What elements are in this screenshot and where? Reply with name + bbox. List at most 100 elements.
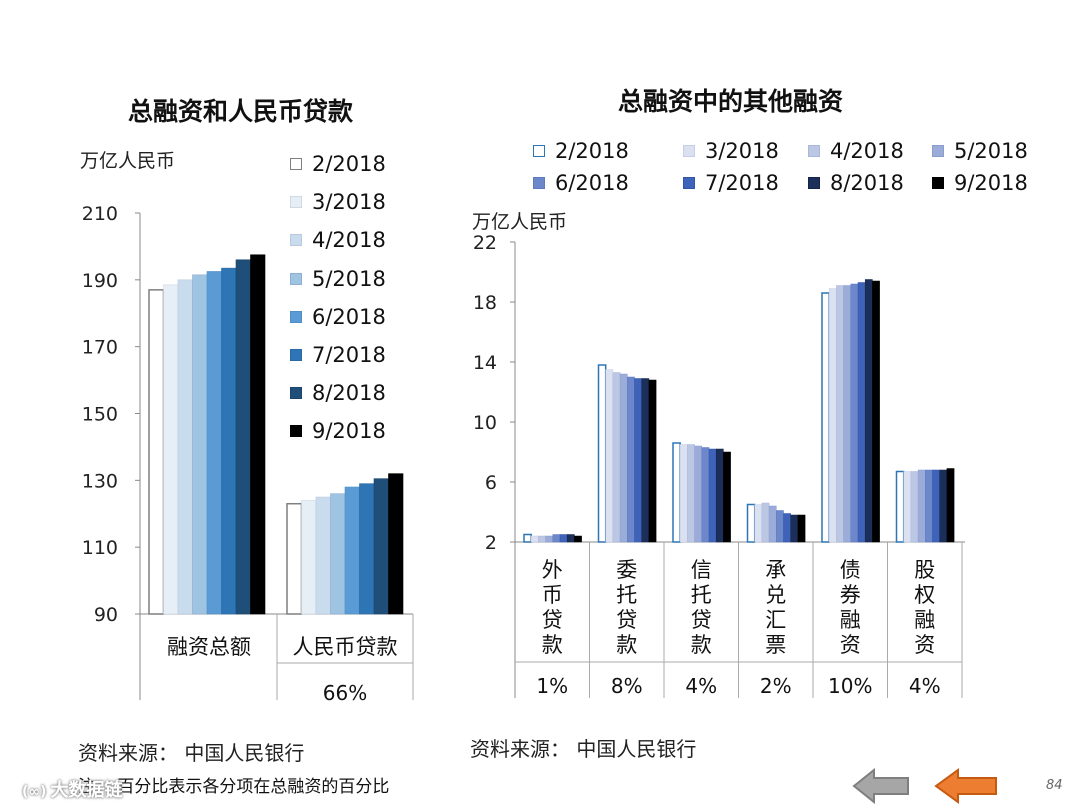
right-bar xyxy=(708,448,717,543)
left-category-label: 人民币贷款 xyxy=(293,635,398,659)
right-bar xyxy=(746,503,756,543)
right-category-percent: 4% xyxy=(685,674,717,698)
right-bar xyxy=(864,279,873,543)
right-category-percent: 4% xyxy=(909,674,941,698)
watermark-text: 大数据链 xyxy=(50,780,123,801)
left-bar xyxy=(250,254,266,615)
left-chart-title: 总融资和人民币贷款 xyxy=(128,97,354,126)
legend-swatch xyxy=(290,387,302,400)
right-bar xyxy=(679,444,688,543)
right-bar xyxy=(836,285,844,543)
right-legend-item: 8/2018 xyxy=(808,171,904,195)
right-legend-item: 4/2018 xyxy=(808,139,904,163)
right-bar xyxy=(783,513,791,543)
left-bar xyxy=(221,267,237,615)
right-bar xyxy=(910,471,919,543)
left-y-tick-label: 130 xyxy=(82,470,118,492)
right-legend-item: 2/2018 xyxy=(533,139,629,163)
legend-swatch xyxy=(683,145,695,157)
left-bar xyxy=(359,483,375,615)
right-y-tick-label: 6 xyxy=(485,472,497,494)
legend-label: 2/2018 xyxy=(555,139,629,163)
watermark: (∞) 大数据链 xyxy=(22,776,122,802)
right-category-label: 委托贷款 xyxy=(616,558,637,657)
right-category-percent: 1% xyxy=(536,674,568,698)
legend-swatch xyxy=(290,425,302,438)
left-legend-item: 7/2018 xyxy=(290,343,386,367)
left-legend-item: 8/2018 xyxy=(290,381,386,405)
left-bar xyxy=(206,271,222,615)
right-legend-item: 6/2018 xyxy=(533,171,629,195)
right-bar xyxy=(761,502,770,543)
right-bar xyxy=(648,379,657,543)
legend-label: 3/2018 xyxy=(312,190,386,215)
left-category-percent: 66% xyxy=(323,681,367,705)
legend-swatch xyxy=(808,145,820,157)
right-bar xyxy=(917,469,926,543)
legend-swatch xyxy=(290,349,302,361)
right-legend-item: 7/2018 xyxy=(683,171,779,195)
left-y-tick-label: 150 xyxy=(82,404,118,426)
legend-label: 3/2018 xyxy=(705,139,779,163)
legend-swatch xyxy=(683,177,695,189)
right-source: 资料来源： 中国人民银行 xyxy=(470,737,697,761)
right-category-label: 股权融资 xyxy=(914,558,935,657)
left-bar xyxy=(177,279,193,615)
left-y-tick-label: 170 xyxy=(82,337,118,359)
back-button[interactable] xyxy=(852,766,912,806)
next-button[interactable] xyxy=(934,766,1000,806)
legend-swatch xyxy=(290,234,302,247)
left-category-label: 融资总额 xyxy=(167,635,251,659)
legend-swatch xyxy=(932,177,944,189)
right-bar xyxy=(552,534,561,543)
page-number: 84 xyxy=(1046,778,1063,793)
left-bar xyxy=(301,500,317,615)
right-bar xyxy=(605,369,614,543)
right-chart-title: 总融资中的其他融资 xyxy=(618,87,844,116)
left-source: 资料来源： 中国人民银行 xyxy=(78,741,305,765)
right-bar xyxy=(715,448,724,543)
legend-swatch xyxy=(808,177,820,189)
legend-label: 8/2018 xyxy=(312,381,386,406)
legend-label: 6/2018 xyxy=(555,171,629,195)
legend-label: 7/2018 xyxy=(705,171,779,195)
right-bar xyxy=(843,285,852,543)
left-bar xyxy=(330,493,346,615)
legend-label: 7/2018 xyxy=(312,343,386,367)
right-bar xyxy=(701,447,710,543)
legend-label: 2/2018 xyxy=(312,152,386,176)
right-bar xyxy=(612,372,621,543)
right-bar xyxy=(523,533,532,543)
right-y-tick-label: 18 xyxy=(473,292,497,314)
watermark-icon: (∞) xyxy=(22,784,47,800)
right-bar xyxy=(634,378,642,543)
right-bar xyxy=(797,514,806,543)
right-chart-unit: 万亿人民币 xyxy=(472,211,568,233)
right-bar xyxy=(932,469,940,543)
right-bar xyxy=(619,373,628,543)
legend-swatch xyxy=(290,196,302,209)
right-category-label: 债券融资 xyxy=(840,558,861,657)
left-y-tick-label: 190 xyxy=(82,270,118,292)
left-bar xyxy=(315,496,331,615)
right-bar xyxy=(768,505,777,543)
legend-label: 5/2018 xyxy=(312,266,386,291)
left-y-tick-label: 110 xyxy=(82,537,118,559)
left-bar xyxy=(235,259,251,615)
left-bar xyxy=(286,502,303,615)
left-legend-item: 3/2018 xyxy=(290,190,386,214)
right-legend-item: 3/2018 xyxy=(683,139,779,163)
legend-label: 4/2018 xyxy=(830,139,904,163)
legend-label: 4/2018 xyxy=(312,228,386,253)
right-bar xyxy=(776,510,784,543)
legend-label: 5/2018 xyxy=(954,139,1028,163)
left-legend-item: 2/2018 xyxy=(290,152,386,176)
left-y-tick-label: 90 xyxy=(94,604,118,626)
left-note: 注： 百分比表示各分项在总融资的百分比 xyxy=(78,777,390,797)
right-category-label: 外币贷款 xyxy=(542,558,563,657)
left-bar xyxy=(192,274,208,615)
left-legend-item: 9/2018 xyxy=(290,419,386,443)
right-y-tick-label: 22 xyxy=(473,232,497,254)
left-arrow-icon xyxy=(934,768,997,804)
right-bar xyxy=(559,534,568,543)
